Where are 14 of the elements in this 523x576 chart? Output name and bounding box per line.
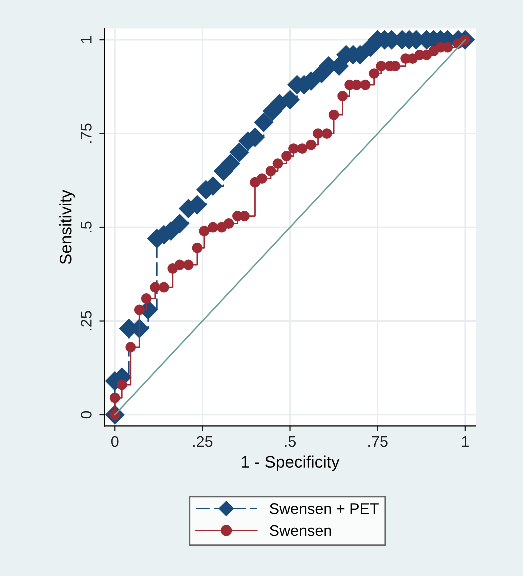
x-tick-label: .75 <box>368 436 388 448</box>
y-tick-label: 0 <box>81 411 92 419</box>
y-tick-label: 1 <box>81 36 92 44</box>
y-tick-label: .5 <box>81 222 92 232</box>
x-tick-label: 0 <box>111 436 119 448</box>
x-axis-title: 1 - Specificity <box>242 456 340 472</box>
y-tick-label: .25 <box>81 311 92 330</box>
y-tick-label: .75 <box>81 124 92 144</box>
x-tick-label: .25 <box>193 436 213 448</box>
legend-label: Swensen + PET <box>270 503 379 514</box>
y-axis-title: Sensitivity <box>60 190 76 264</box>
legend-label: Swensen <box>270 525 332 536</box>
x-tick-label: .5 <box>285 436 296 448</box>
x-tick-label: 1 <box>462 436 469 448</box>
